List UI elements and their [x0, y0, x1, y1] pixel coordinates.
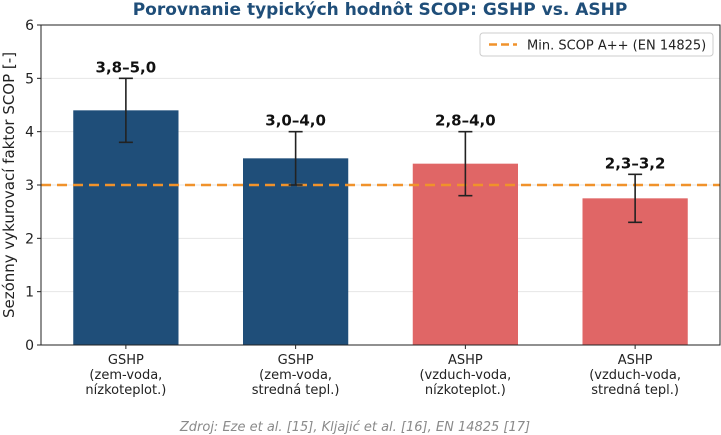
- x-tick-label-line: stredná tepl.): [591, 383, 679, 398]
- chart-title: Porovnanie typických hodnôt SCOP: GSHP v…: [133, 0, 628, 20]
- x-tick-label-line: ASHP: [448, 353, 483, 368]
- bar-value-label-3: 2,8–4,0: [435, 112, 496, 130]
- x-tick-label-line: (vzduch-voda,: [419, 368, 511, 383]
- legend-box: [479, 32, 714, 57]
- bar-value-labels: 3,8–5,0 3,0–4,0 2,8–4,0 2,3–3,2: [96, 58, 666, 172]
- bar-2: [243, 158, 349, 345]
- y-tick-label-3: 3: [25, 178, 34, 194]
- x-tick-label-line: (zem-voda,: [259, 368, 332, 383]
- y-tick-label-5: 5: [25, 71, 34, 87]
- x-tick-label-line: nízkoteplot.): [85, 383, 166, 398]
- x-tick-label-3: ASHP (vzduch-voda, nízkoteplot.): [419, 353, 511, 398]
- bar-value-label-2: 3,0–4,0: [265, 112, 326, 130]
- x-tick-label-2: GSHP (zem-voda, stredná tepl.): [252, 353, 340, 398]
- y-tick-label-6: 6: [25, 18, 34, 34]
- bar-value-label-4: 2,3–3,2: [605, 154, 666, 172]
- x-tick-label-line: ASHP: [618, 353, 653, 368]
- bars: [73, 110, 688, 345]
- source-note: Zdroj: Eze et al. [15], Kljajić et al. […: [179, 420, 530, 435]
- x-tick-label-line: GSHP: [108, 353, 144, 368]
- legend-entry-min-scop: Min. SCOP A++ (EN 14825): [527, 39, 706, 54]
- y-axis-ticks: 0 1 2 3 4 5 6: [25, 18, 41, 354]
- x-tick-label-line: GSHP: [278, 353, 314, 368]
- x-tick-label-line: stredná tepl.): [252, 383, 340, 398]
- y-tick-label-2: 2: [25, 231, 34, 247]
- legend: Min. SCOP A++ (EN 14825): [479, 32, 714, 57]
- x-tick-label-line: nízkoteplot.): [425, 383, 506, 398]
- x-axis-ticks: GSHP (zem-voda, nízkoteplot.)GSHP (zem-voda…: [85, 345, 681, 398]
- y-tick-label-1: 1: [25, 285, 34, 301]
- y-tick-label-4: 4: [25, 125, 34, 141]
- x-tick-label-1: GSHP (zem-voda, nízkoteplot.): [85, 353, 166, 398]
- bar-1: [73, 110, 179, 345]
- y-tick-label-0: 0: [25, 338, 34, 354]
- x-tick-label-line: (zem-voda,: [89, 368, 162, 383]
- x-tick-label-line: (vzduch-voda,: [589, 368, 681, 383]
- bar-value-label-1: 3,8–5,0: [96, 58, 157, 76]
- error-bars: [118, 77, 643, 224]
- y-axis-label: Sezónny vykurovací faktor SCOP [-]: [0, 52, 18, 318]
- x-tick-label-4: ASHP (vzduch-voda, stredná tepl.): [589, 353, 681, 398]
